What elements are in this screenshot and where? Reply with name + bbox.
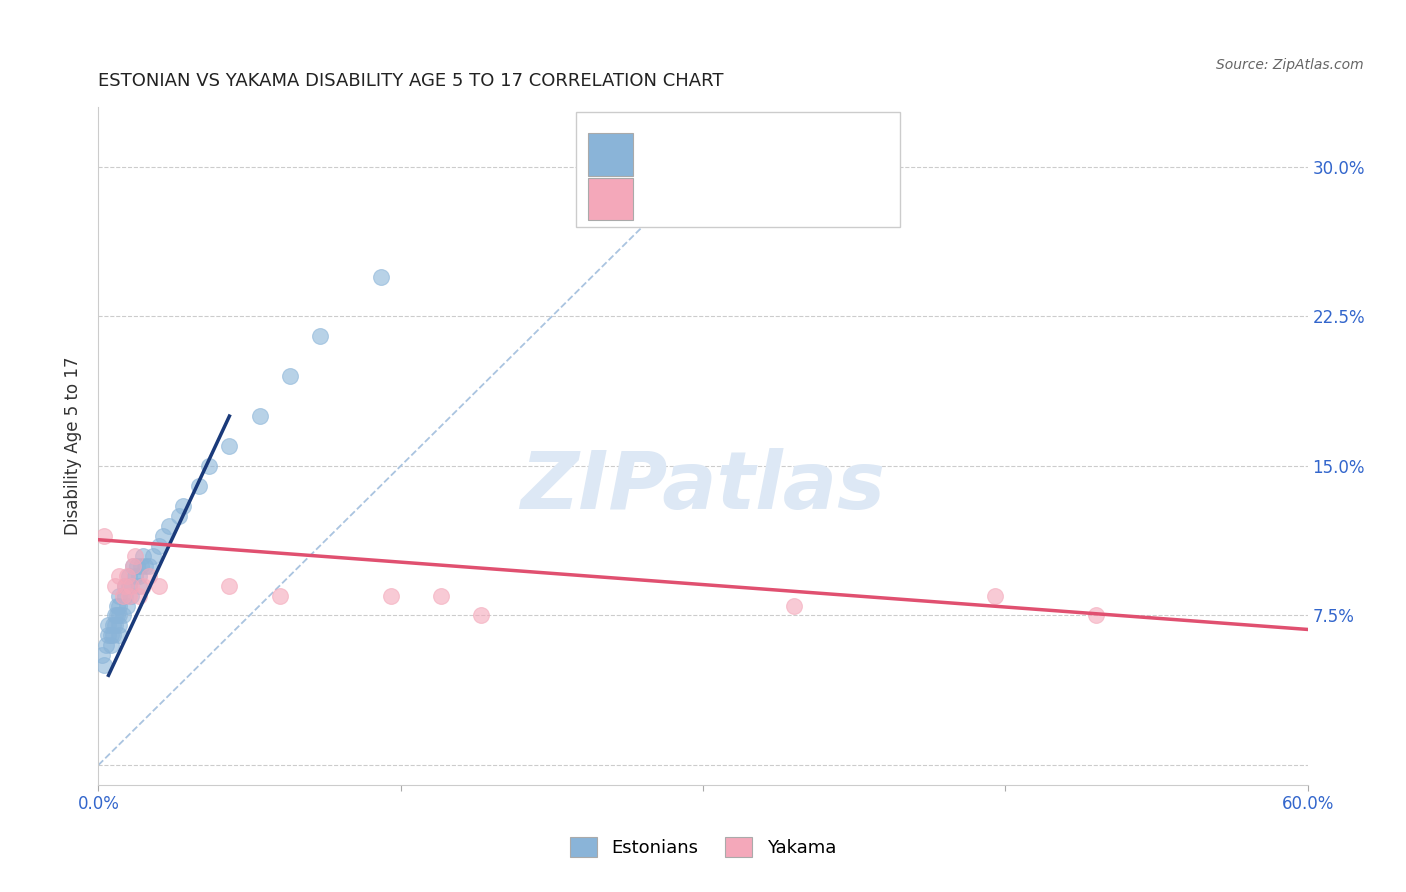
Point <box>167 508 190 523</box>
Point <box>107 589 129 603</box>
Point <box>249 409 271 423</box>
Point <box>118 589 141 603</box>
Point <box>107 608 129 623</box>
Point <box>107 599 129 613</box>
Point <box>103 618 125 632</box>
Point <box>218 439 240 453</box>
Point <box>107 618 129 632</box>
Point <box>269 589 291 603</box>
Point <box>380 589 402 603</box>
Point <box>132 549 155 563</box>
Point <box>430 589 453 603</box>
Point <box>107 568 129 582</box>
Point <box>1085 608 1108 623</box>
Point <box>129 558 152 573</box>
Point <box>96 639 118 653</box>
Point <box>100 628 122 642</box>
Text: R =: R = <box>640 189 682 209</box>
Point <box>114 578 136 592</box>
Text: 0.371: 0.371 <box>689 138 751 157</box>
Point <box>128 589 150 603</box>
Text: Source: ZipAtlas.com: Source: ZipAtlas.com <box>1216 58 1364 72</box>
Point <box>97 628 120 642</box>
Point <box>121 558 143 573</box>
Point <box>118 568 141 582</box>
Point <box>128 568 150 582</box>
Point <box>157 518 180 533</box>
Point <box>105 608 128 623</box>
Text: -0.175: -0.175 <box>689 189 758 209</box>
Point <box>101 618 124 632</box>
Point <box>114 589 136 603</box>
Point <box>114 578 136 592</box>
Point <box>115 599 138 613</box>
Legend: Estonians, Yakama: Estonians, Yakama <box>562 830 844 864</box>
Text: ZIPatlas: ZIPatlas <box>520 448 886 525</box>
Point <box>124 568 146 582</box>
Point <box>218 578 240 592</box>
Point <box>198 458 221 473</box>
Text: N =: N = <box>755 138 799 157</box>
Point <box>128 578 150 592</box>
Text: 47: 47 <box>799 138 825 157</box>
Text: 22: 22 <box>799 189 825 209</box>
Point <box>142 549 165 563</box>
Point <box>103 578 125 592</box>
Point <box>111 589 134 603</box>
Point <box>121 558 143 573</box>
Point <box>97 618 120 632</box>
Point <box>120 578 142 592</box>
Point <box>172 499 194 513</box>
Text: N =: N = <box>755 189 799 209</box>
Point <box>111 608 134 623</box>
Point <box>93 658 115 673</box>
Point <box>107 628 129 642</box>
Point <box>120 589 142 603</box>
Point <box>278 369 301 384</box>
Y-axis label: Disability Age 5 to 17: Disability Age 5 to 17 <box>65 357 83 535</box>
Point <box>91 648 114 663</box>
Point <box>118 578 141 592</box>
Point <box>93 529 115 543</box>
Point <box>125 558 148 573</box>
Point <box>370 269 392 284</box>
Point <box>783 599 806 613</box>
Point <box>134 558 156 573</box>
Point <box>152 529 174 543</box>
Point <box>105 599 128 613</box>
Point <box>984 589 1007 603</box>
Point <box>124 549 146 563</box>
Point <box>148 539 170 553</box>
Point <box>100 639 122 653</box>
Point <box>138 558 160 573</box>
Point <box>138 568 160 582</box>
Point <box>132 578 155 592</box>
Point <box>103 608 125 623</box>
Point <box>309 329 332 343</box>
Point <box>115 568 138 582</box>
Point <box>470 608 492 623</box>
Text: ESTONIAN VS YAKAMA DISABILITY AGE 5 TO 17 CORRELATION CHART: ESTONIAN VS YAKAMA DISABILITY AGE 5 TO 1… <box>98 72 724 90</box>
Point <box>101 628 124 642</box>
Point <box>148 578 170 592</box>
Point <box>188 479 211 493</box>
Text: R =: R = <box>640 138 682 157</box>
